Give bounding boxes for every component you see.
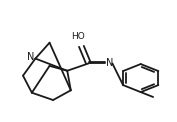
Text: HO: HO <box>71 32 85 41</box>
Text: N: N <box>27 52 35 62</box>
Text: N: N <box>106 58 114 68</box>
